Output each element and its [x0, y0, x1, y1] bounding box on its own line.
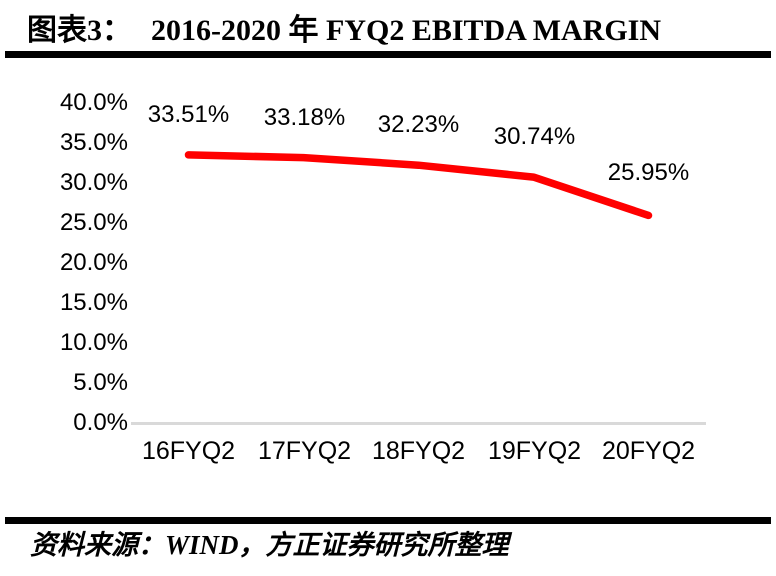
x-axis-tick-label: 16FYQ2 [141, 437, 236, 465]
y-axis-tick-label: 25.0% [59, 209, 128, 236]
ebitda-margin-line [184, 151, 653, 220]
y-axis-tick-label: 15.0% [59, 289, 128, 316]
data-label: 33.51% [147, 101, 230, 128]
data-label: 25.95% [607, 159, 690, 186]
y-axis-tick-label: 20.0% [59, 249, 128, 276]
chart-title: 2016-2020 年 FYQ2 EBITDA MARGIN [151, 14, 662, 47]
x-axis-tick-label: 19FYQ2 [487, 437, 582, 465]
y-axis-tick-label: 35.0% [59, 129, 128, 156]
x-axis-tick-label: 20FYQ2 [601, 437, 696, 465]
top-separator-rule [5, 51, 771, 58]
bottom-separator-rule [5, 517, 771, 524]
figure-label: 图表3： [27, 14, 132, 47]
data-label: 32.23% [377, 111, 460, 138]
y-axis-tick-label: 0.0% [73, 409, 128, 436]
x-axis-tick-label: 17FYQ2 [257, 437, 352, 465]
y-axis-tick-label: 5.0% [73, 369, 128, 396]
source-note: 资料来源：WIND，方正证券研究所整理 [30, 530, 509, 560]
y-axis-tick-label: 40.0% [59, 89, 128, 116]
y-axis-tick-label: 10.0% [59, 329, 128, 356]
y-axis-tick-label: 30.0% [59, 169, 128, 196]
data-label: 30.74% [493, 123, 576, 150]
data-label: 33.18% [263, 104, 346, 131]
x-axis-tick-label: 18FYQ2 [371, 437, 466, 465]
